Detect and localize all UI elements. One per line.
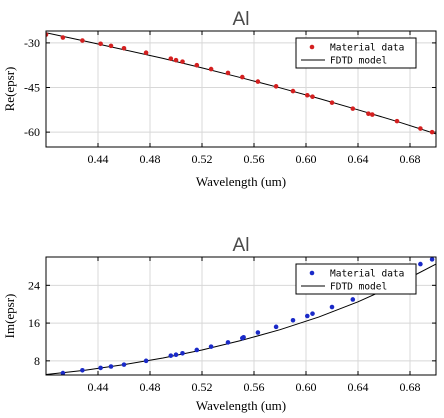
data-point xyxy=(418,261,423,267)
data-point xyxy=(180,350,185,356)
legend-label-model: FDTD model xyxy=(330,56,387,67)
data-point xyxy=(208,66,214,72)
data-point xyxy=(310,94,315,100)
legend-box xyxy=(295,37,417,69)
data-point xyxy=(46,32,49,37)
data-point xyxy=(225,340,231,345)
x-axis-label: Wavelength (um) xyxy=(196,398,286,413)
data-point xyxy=(98,41,103,47)
data-point xyxy=(370,112,375,117)
data-point xyxy=(173,352,179,358)
data-point xyxy=(194,347,200,353)
x-tick-label: 0.44 xyxy=(88,380,109,394)
legend-label-material: Material data xyxy=(330,43,404,54)
y-tick-label: 16 xyxy=(28,316,40,330)
x-tick-label: 0.64 xyxy=(348,380,369,394)
data-point xyxy=(168,56,174,61)
data-point xyxy=(98,365,103,371)
data-point xyxy=(329,304,335,310)
chart-title: Al xyxy=(233,9,250,30)
data-point xyxy=(310,311,315,316)
data-point xyxy=(194,62,200,68)
data-point xyxy=(60,35,66,40)
legend-marker-material xyxy=(309,270,315,276)
chart-2: 0.44 0.48 0.52 0.56 0.60 0.64 0.68 8 16 24 Al Wavel… xyxy=(2,235,437,413)
data-point xyxy=(173,57,179,63)
legend-box xyxy=(295,263,417,295)
data-point xyxy=(143,358,149,364)
data-point xyxy=(80,38,85,43)
x-tick-label: 0.60 xyxy=(296,380,317,394)
x-tick-label: 0.52 xyxy=(192,152,213,166)
y-axis-label: Re(epsr) xyxy=(2,67,17,112)
legend-marker-material xyxy=(309,44,315,50)
legend-label-model: FDTD model xyxy=(330,282,387,293)
data-point xyxy=(241,334,246,340)
y-tick-label: 24 xyxy=(28,278,40,292)
data-point xyxy=(273,84,279,89)
y-tick-label: -45 xyxy=(24,81,40,95)
data-point xyxy=(290,317,296,323)
chart-title: Al xyxy=(233,235,250,256)
x-tick-label: 0.68 xyxy=(400,380,421,394)
x-tick-label: 0.52 xyxy=(192,380,213,394)
data-point xyxy=(350,297,356,302)
data-point xyxy=(255,79,261,84)
data-point xyxy=(143,50,149,56)
x-tick-label: 0.56 xyxy=(244,152,265,166)
data-point xyxy=(108,43,114,49)
y-tick-label: -60 xyxy=(24,125,40,139)
x-axis-label: Wavelength (um) xyxy=(196,174,286,189)
y-axis-label: Im(epsr) xyxy=(2,294,17,339)
chart-1: 0.44 0.48 0.52 0.56 0.60 0.64 0.68 -30 -45 -60 Al W… xyxy=(2,9,437,189)
data-point xyxy=(225,70,231,76)
data-point xyxy=(168,353,174,358)
data-point xyxy=(255,330,261,335)
legend: Material data FDTD model xyxy=(295,37,417,69)
x-tick-label: 0.56 xyxy=(244,380,265,394)
y-tick-label: -30 xyxy=(24,36,40,50)
data-point xyxy=(240,74,245,80)
data-point xyxy=(208,344,214,349)
x-tick-label: 0.60 xyxy=(296,152,317,166)
x-tick-label: 0.48 xyxy=(140,380,161,394)
data-point xyxy=(80,367,85,373)
data-point xyxy=(108,364,114,369)
x-tick-label: 0.64 xyxy=(348,152,369,166)
data-point xyxy=(429,129,435,135)
data-point xyxy=(180,59,185,64)
y-tick-label: 8 xyxy=(34,354,40,368)
data-point xyxy=(366,111,371,116)
data-point xyxy=(121,362,127,367)
legend-label-material: Material data xyxy=(330,269,404,280)
data-point xyxy=(121,45,127,51)
data-point xyxy=(418,126,423,131)
data-point xyxy=(329,100,335,105)
data-point xyxy=(60,370,66,375)
plot-frame xyxy=(45,30,437,148)
data-point xyxy=(273,324,279,330)
legend: Material data FDTD model xyxy=(295,263,417,295)
data-point xyxy=(350,106,356,111)
plot-frame xyxy=(45,256,437,376)
x-tick-label: 0.68 xyxy=(400,152,421,166)
data-point xyxy=(290,88,296,94)
x-tick-label: 0.48 xyxy=(140,152,161,166)
data-point xyxy=(305,92,310,98)
x-tick-label: 0.44 xyxy=(88,152,109,166)
data-point xyxy=(305,313,310,319)
data-point xyxy=(429,257,435,262)
data-point xyxy=(394,118,400,124)
